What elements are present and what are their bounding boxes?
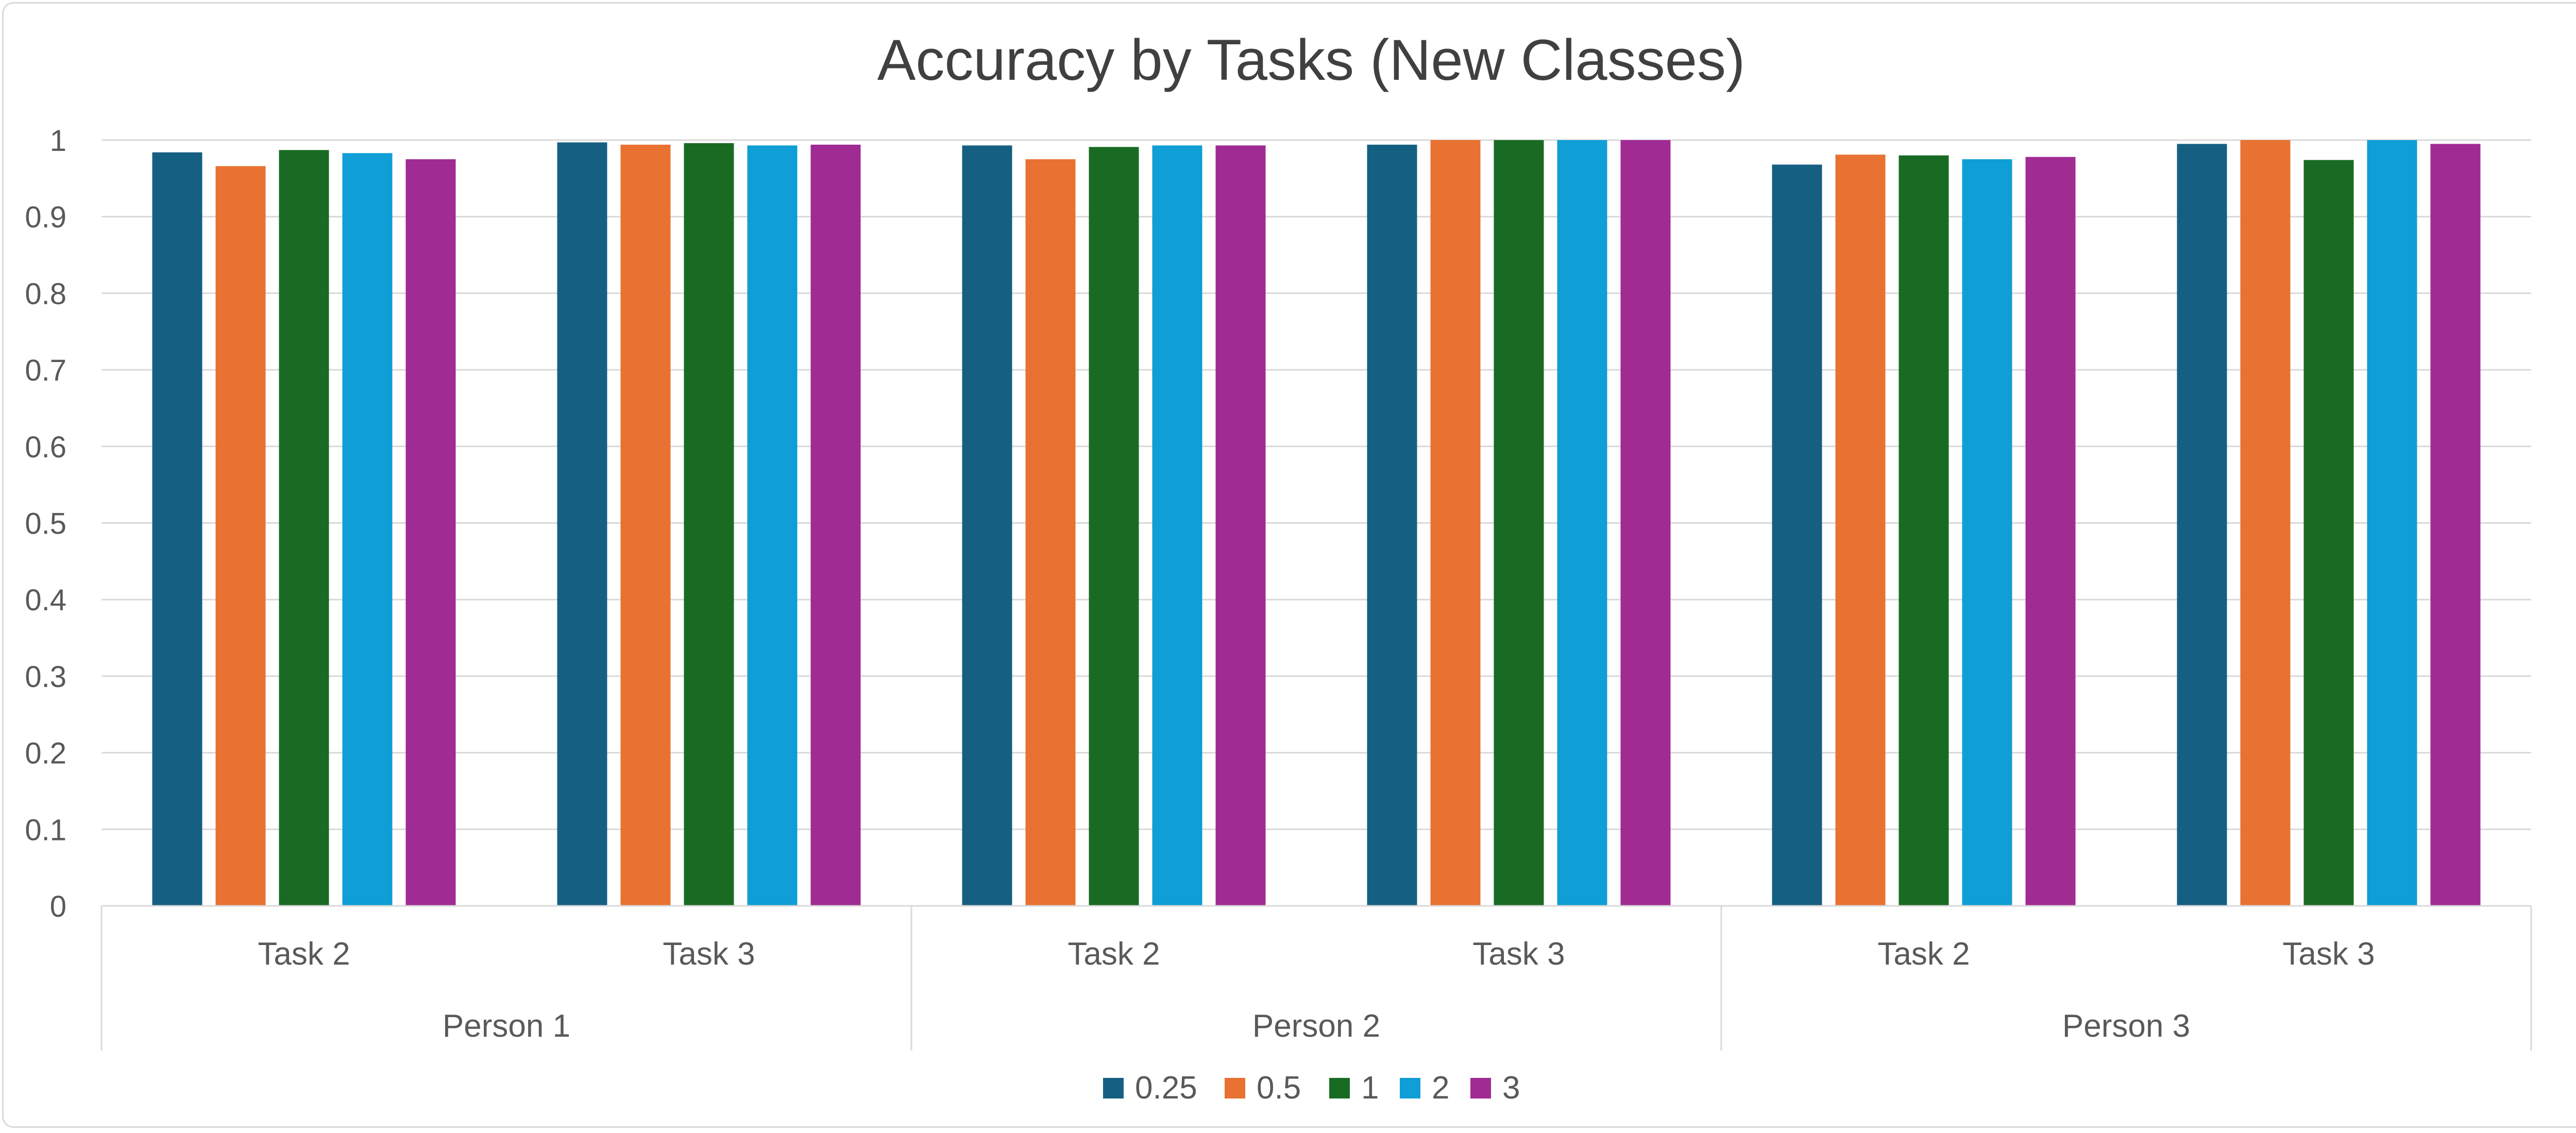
bar	[215, 166, 266, 906]
y-tick-label: 0.2	[25, 737, 66, 770]
bar	[1025, 159, 1076, 906]
bar	[620, 144, 671, 906]
bar	[152, 152, 202, 906]
category-label: Task 3	[2282, 936, 2375, 972]
legend-item: 0.5	[1225, 1070, 1301, 1106]
bar	[2240, 140, 2291, 906]
bar	[747, 145, 798, 906]
y-axis-tick-labels: 0 0.1 0.2 0.3 0.4 0.5 0.6 0.7 0.8 0.9 1	[25, 124, 66, 923]
bar	[684, 143, 734, 906]
bar	[1215, 145, 1266, 906]
y-tick-label: 0.6	[25, 431, 66, 464]
bar	[1772, 164, 1822, 906]
bar	[1962, 159, 2012, 906]
legend-swatch	[1329, 1078, 1350, 1098]
y-tick-label: 0.9	[25, 201, 66, 234]
x-axis-category-labels: Task 2 Task 3 Task 2 Task 3 Task 2 Task 3 Pers…	[258, 936, 2375, 1044]
group-label: Person 1	[443, 1008, 570, 1044]
y-tick-label: 0.8	[25, 277, 66, 311]
bar	[557, 142, 607, 906]
legend-item: 1	[1329, 1070, 1379, 1106]
category-label: Task 2	[1877, 936, 1970, 972]
legend-swatch	[1470, 1078, 1491, 1098]
y-tick-label: 0.3	[25, 660, 66, 694]
legend: 0.25 0.5 1 2 3	[1103, 1070, 1520, 1106]
legend-label: 0.5	[1257, 1070, 1301, 1106]
legend-swatch	[1103, 1078, 1124, 1098]
y-tick-label: 0.7	[25, 354, 66, 387]
bar	[1367, 144, 1417, 906]
chart-title: Accuracy by Tasks (New Classes)	[877, 28, 1745, 92]
x-axis	[100, 905, 2532, 1051]
legend-item: 2	[1400, 1070, 1449, 1106]
legend-item: 0.25	[1103, 1070, 1197, 1106]
group-label: Person 3	[2062, 1008, 2190, 1044]
bar	[2025, 157, 2076, 906]
y-tick-label: 0	[50, 890, 66, 923]
bar	[342, 153, 393, 906]
bar	[2177, 144, 2227, 906]
legend-label: 2	[1432, 1070, 1449, 1106]
y-tick-label: 0.1	[25, 813, 66, 847]
y-tick-label: 0.5	[25, 507, 66, 541]
bar	[1089, 147, 1139, 906]
legend-label: 0.25	[1135, 1070, 1197, 1106]
bar	[1620, 140, 1671, 906]
legend-swatch	[1400, 1078, 1420, 1098]
legend-swatch	[1225, 1078, 1245, 1098]
bar	[405, 159, 456, 906]
y-tick-label: 0.4	[25, 583, 66, 617]
group-label: Person 2	[1252, 1008, 1380, 1044]
legend-label: 1	[1361, 1070, 1379, 1106]
bars	[152, 140, 2481, 906]
bar	[1494, 140, 1544, 906]
y-tick-label: 1	[50, 124, 66, 158]
bar	[2367, 140, 2417, 906]
category-label: Task 2	[1067, 936, 1160, 972]
bar	[1899, 155, 1949, 906]
bar	[1835, 154, 1886, 906]
category-label: Task 2	[258, 936, 350, 972]
bar	[1430, 140, 1481, 906]
bar	[1557, 140, 1607, 906]
bar	[810, 144, 861, 906]
category-label: Task 3	[1472, 936, 1565, 972]
category-label: Task 3	[663, 936, 755, 972]
bar	[2430, 144, 2481, 906]
gridlines	[101, 139, 2531, 907]
bar	[279, 150, 329, 906]
legend-label: 3	[1502, 1070, 1520, 1106]
bar	[962, 145, 1012, 906]
bar	[1152, 145, 1202, 906]
legend-item: 3	[1470, 1070, 1520, 1106]
bar-chart: Accuracy by Tasks (New Classes) 00.10.20…	[25, 28, 2532, 1106]
bar	[2303, 160, 2354, 906]
